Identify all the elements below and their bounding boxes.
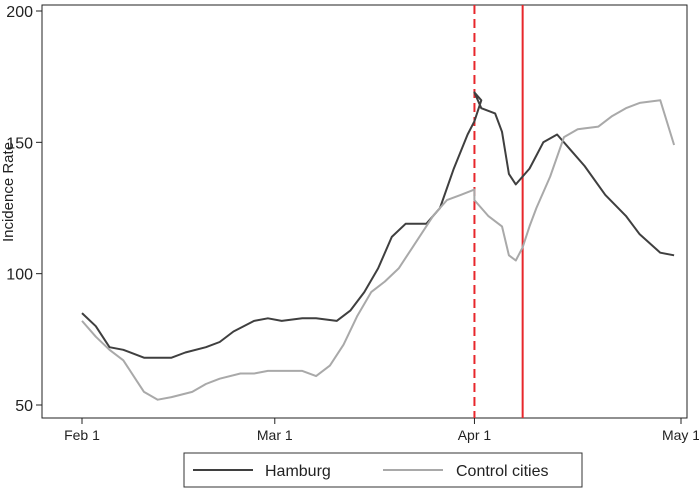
x-tick-label: May 1 bbox=[662, 427, 699, 443]
series-line-hamburg bbox=[81, 91, 675, 359]
intervention-lines bbox=[473, 5, 524, 418]
plot-area bbox=[41, 4, 688, 419]
series-layer bbox=[81, 91, 676, 401]
legend-label: Control cities bbox=[456, 463, 548, 480]
x-tick-label: Apr 1 bbox=[458, 427, 492, 443]
series-line-control-cities bbox=[81, 99, 676, 401]
plot-border bbox=[41, 4, 688, 419]
legend: Hamburg Control cities bbox=[183, 452, 583, 488]
y-tick-label: 100 bbox=[6, 267, 33, 284]
axes: 50 100 150 200 Feb 1 Mar 1 Apr 1 May 1 bbox=[6, 4, 699, 443]
y-axis-label: Incidence Rate bbox=[0, 142, 17, 242]
y-tick-label: 150 bbox=[6, 135, 33, 152]
y-tick-label: 50 bbox=[15, 398, 33, 415]
y-tick-label: 200 bbox=[6, 4, 33, 21]
legend-label: Hamburg bbox=[265, 463, 331, 480]
x-tick-label: Feb 1 bbox=[64, 427, 100, 443]
x-tick-label: Mar 1 bbox=[257, 427, 293, 443]
